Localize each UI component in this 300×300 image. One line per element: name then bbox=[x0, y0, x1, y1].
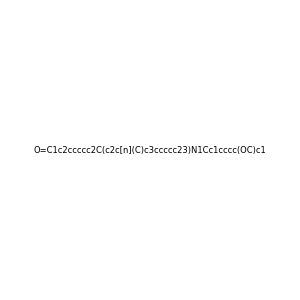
Text: O=C1c2ccccc2C(c2c[n](C)c3ccccc23)N1Cc1cccc(OC)c1: O=C1c2ccccc2C(c2c[n](C)c3ccccc23)N1Cc1cc… bbox=[34, 146, 266, 154]
